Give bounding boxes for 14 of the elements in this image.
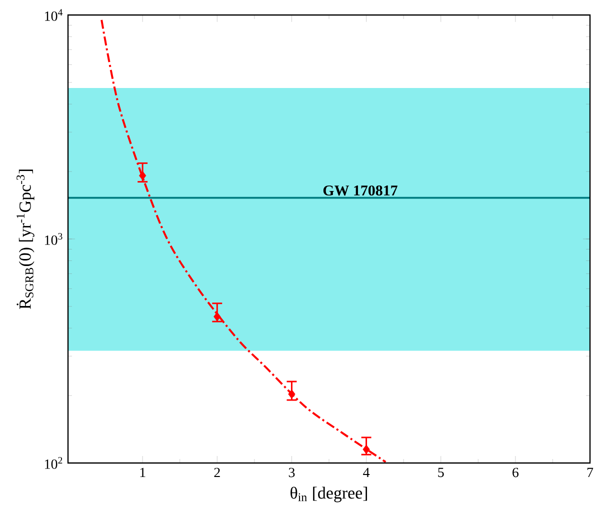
y-tick-label: 10$^{2}$ [45, 457, 62, 469]
x-tick-label: 6 [512, 468, 519, 478]
x-tick-label: 2 [214, 468, 220, 478]
y-tick-label: 10$^{3}$ [45, 233, 62, 245]
x-tick-label: 4 [363, 468, 370, 478]
ref-line-label: GW 170817 [323, 185, 398, 196]
y-axis-title: Ṙ$_{SGRB}$(0) [yr$^{-1}$Gpc$^{-3}$] [16, 170, 34, 310]
x-axis-title: θ$_{in}$ [degree] [290, 486, 367, 502]
point [214, 312, 221, 322]
x-tick-label: 5 [438, 468, 444, 478]
x-tick-label: 1 [140, 468, 146, 478]
y-tick-label: 10$^{4}$ [45, 9, 63, 21]
x-tick-label: 3 [288, 468, 295, 478]
x-tick-label: 7 [587, 468, 594, 477]
